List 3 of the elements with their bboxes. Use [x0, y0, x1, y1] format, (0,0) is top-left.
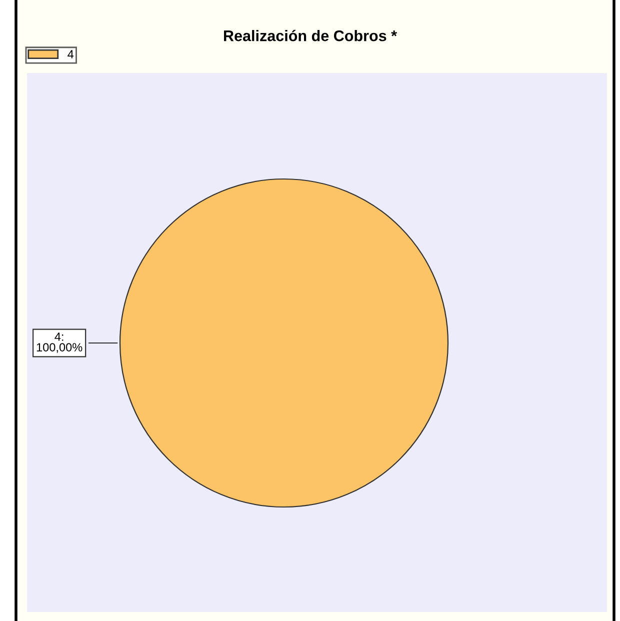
- chart-title: Realización de Cobros *: [224, 30, 398, 42]
- legend-label: 4: [68, 50, 74, 58]
- data-label: 4: 100,00%: [36, 332, 82, 353]
